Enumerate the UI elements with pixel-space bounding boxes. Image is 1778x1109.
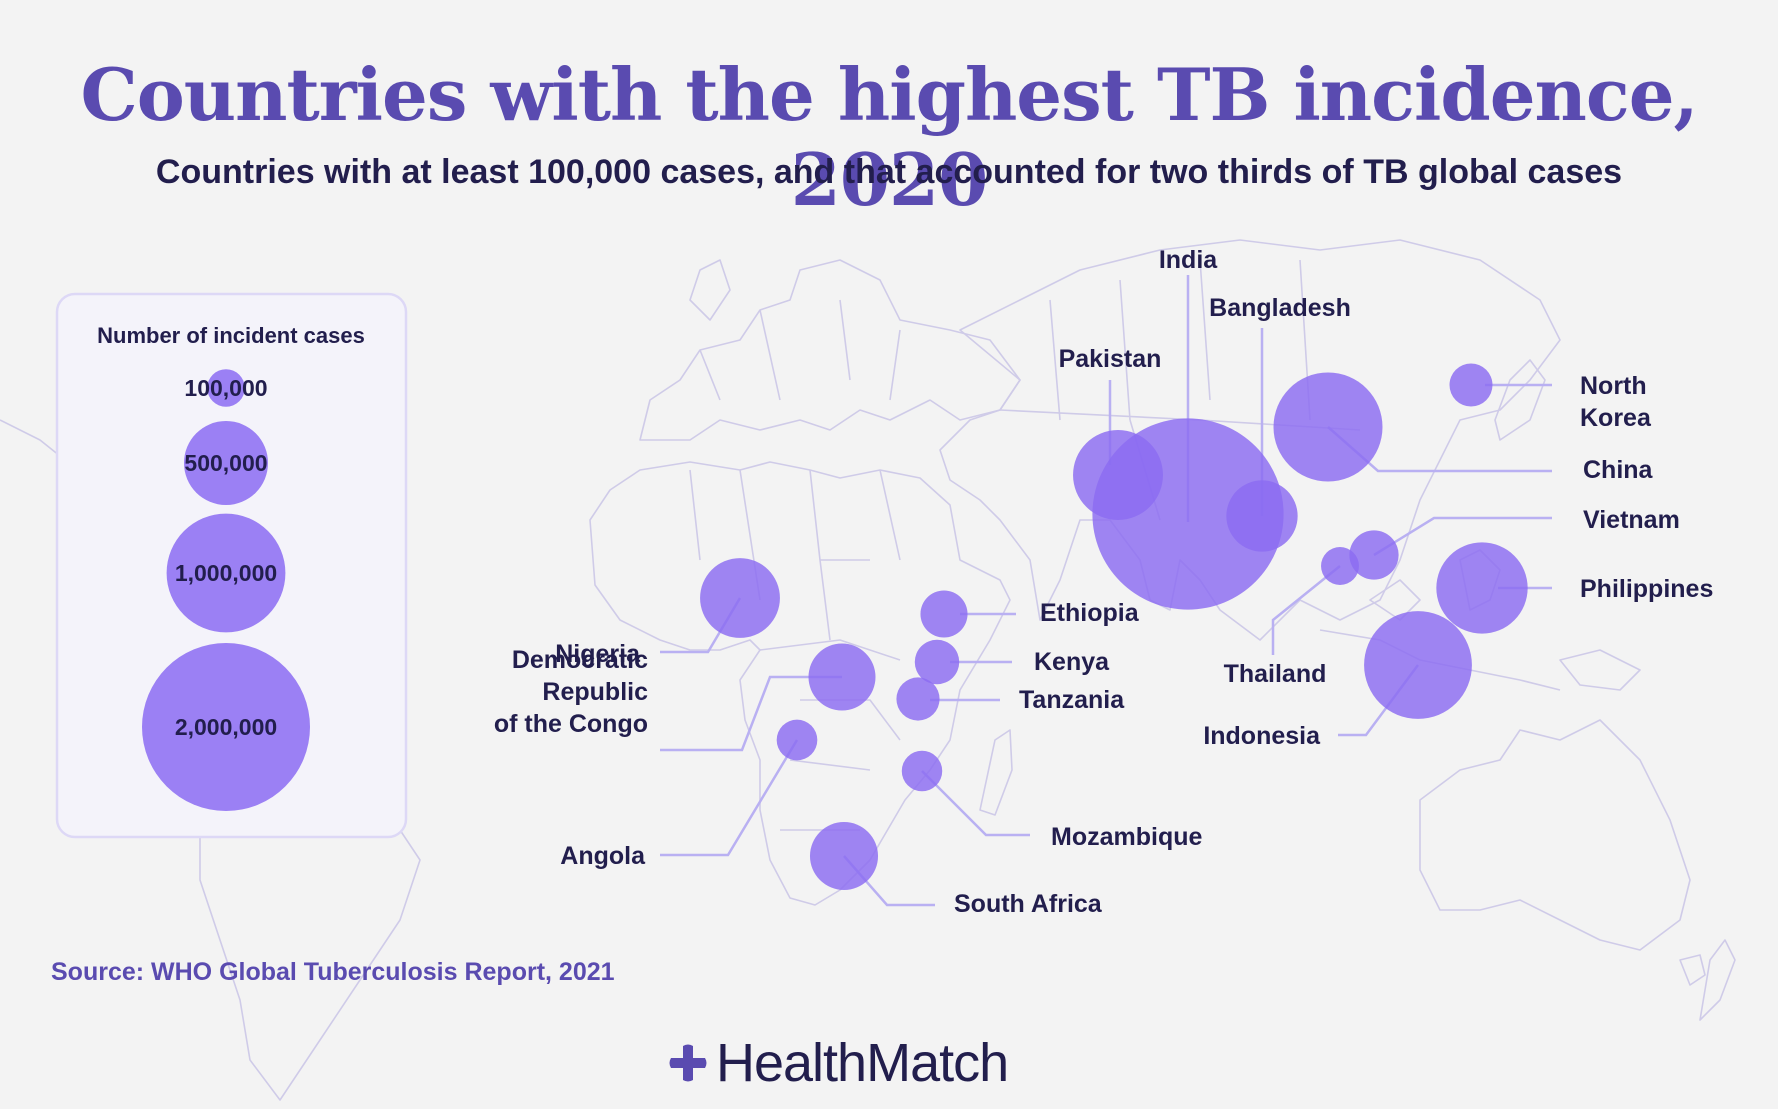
leader-line-thailand (1271, 565, 1341, 655)
bubble-pakistan (1073, 430, 1163, 520)
bubble-democratic-republic-of-the-congo (808, 643, 876, 711)
bubble-north-korea (1449, 363, 1493, 407)
australia-outline (1419, 719, 1691, 951)
bubble-vietnam (1349, 530, 1399, 580)
bubble-philippines (1436, 542, 1528, 634)
legend-items: 100,000 500,000 1,000,000 2,000,000 (142, 369, 310, 811)
label-kenya: Kenya (1034, 648, 1110, 676)
asia-outline (939, 239, 1561, 641)
label-mozambique: Mozambique (1051, 823, 1202, 851)
bubble-angola (776, 719, 818, 761)
label-pakistan: Pakistan (1059, 345, 1162, 373)
leader-line-democratic-republic-of-the-congo (660, 675, 842, 752)
legend-bubble-1-000-000 (166, 513, 286, 633)
legend-label: 500,000 (184, 450, 267, 476)
label-north-korea: North Korea (1580, 372, 1652, 432)
bubble-thailand (1321, 547, 1359, 585)
europe-outline (639, 259, 1021, 441)
legend-label: 100,000 (184, 375, 267, 401)
label-angola: Angola (560, 842, 646, 870)
chart-subtitle: Countries with at least 100,000 cases, a… (155, 153, 1623, 191)
legend-title: Number of incident cases (97, 323, 365, 348)
legend-bubble-2-000-000 (142, 643, 310, 811)
label-ethiopia: Ethiopia (1040, 599, 1140, 627)
brand-name: HealthMatch (716, 1033, 1009, 1093)
label-philippines: Philippines (1580, 575, 1713, 603)
label-vietnam: Vietnam (1583, 506, 1680, 534)
bubble-mozambique (901, 750, 943, 792)
legend-label: 2,000,000 (175, 714, 277, 740)
bubble-indonesia (1364, 611, 1472, 719)
bubble-china (1273, 372, 1383, 482)
label-india: India (1159, 246, 1218, 274)
legend-bubble-100-000 (207, 369, 245, 407)
madagascar-outline (979, 729, 1013, 816)
japan-outline (1494, 359, 1546, 441)
label-indonesia: Indonesia (1203, 722, 1321, 750)
chart-title: Countries with the highest TB incidence,… (80, 52, 1698, 222)
bubble-tanzania (896, 677, 940, 721)
bubble-south-africa (809, 821, 879, 891)
leader-line-mozambique (921, 770, 1030, 837)
label-china: China (1583, 456, 1654, 484)
label-nigeria: Nigeria (555, 640, 641, 668)
source-note: Source: WHO Global Tuberculosis Report, … (51, 958, 615, 986)
bubble-bangladesh (1226, 480, 1298, 552)
label-south-africa: South Africa (954, 890, 1103, 918)
label-tanzania: Tanzania (1019, 686, 1125, 714)
label-thailand: Thailand (1224, 660, 1327, 688)
legend-label: 1,000,000 (175, 560, 277, 586)
bubble-kenya (914, 639, 960, 685)
country-labels: India China Indonesia Philippines Pakistan Ni… (494, 246, 1714, 918)
bubble-nigeria (700, 558, 780, 638)
label-bangladesh: Bangladesh (1209, 294, 1351, 322)
leader-line-angola (660, 739, 799, 857)
country-bubbles (700, 363, 1528, 891)
label-democratic-republic-of-the-congo: Democratic Republic of the Congo (494, 646, 648, 738)
cross-blob-icon (669, 1044, 707, 1082)
legend-bubble-500-000 (184, 421, 268, 505)
bubble-ethiopia (920, 590, 968, 638)
brand-logo: HealthMatch (668, 1030, 1009, 1096)
